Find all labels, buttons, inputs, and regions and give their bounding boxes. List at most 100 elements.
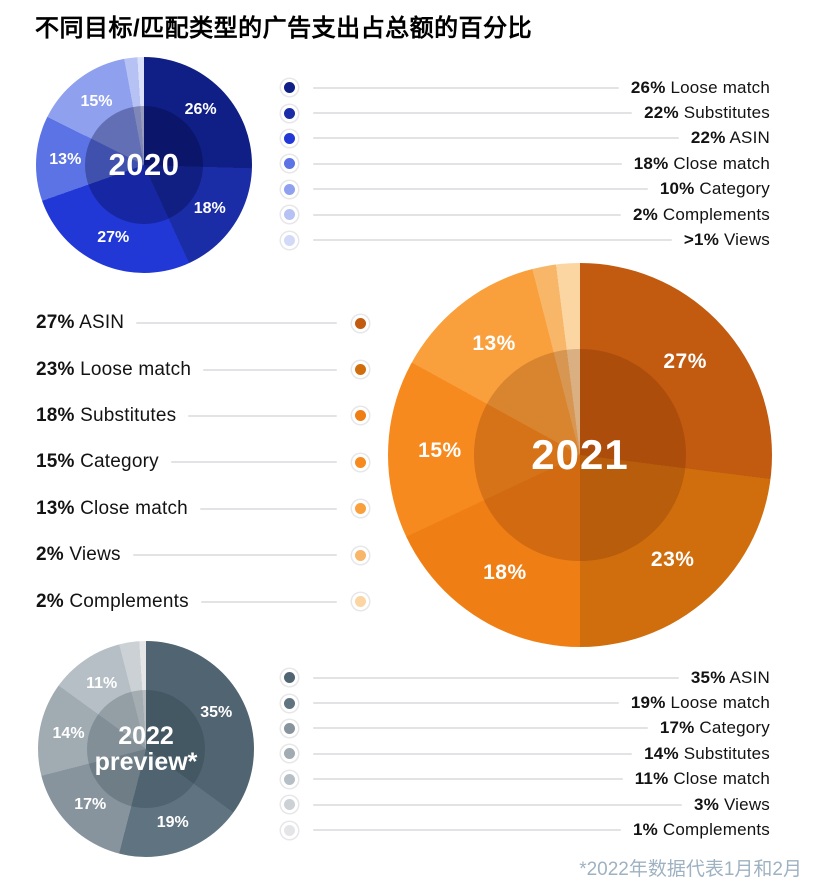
legend-connector-line	[313, 676, 679, 679]
legend-dot	[284, 234, 295, 246]
legend-connector-line	[313, 829, 622, 832]
legend-label: 2% Complements	[633, 204, 770, 224]
pie-slice-label: 19%	[156, 814, 189, 832]
legend-connector-line	[313, 702, 619, 705]
legend-dot	[355, 596, 366, 608]
legend-row-complements: 2% Complements	[36, 578, 372, 624]
legend-row-complements: 1% Complements	[278, 817, 770, 842]
pie-center-label-2020: 2020	[36, 57, 252, 273]
pie-year-2021: 2021	[531, 430, 629, 478]
legend-row-views: 2% Views	[36, 532, 372, 578]
legend-connector-line	[136, 322, 337, 325]
legend-connector-line	[170, 461, 337, 464]
legend-dot	[284, 107, 295, 119]
legend-label: 19% Loose match	[630, 693, 770, 713]
legend-connector-line	[313, 752, 633, 755]
legend-connector-line	[313, 188, 648, 191]
page-title: 不同目标/匹配类型的广告支出占总额的百分比	[35, 15, 533, 42]
pie-slice-label: 23%	[650, 548, 695, 572]
legend-connector-line	[203, 368, 337, 371]
legend-row-category: 10% Category	[278, 177, 770, 202]
legend-label: 10% Category	[659, 179, 770, 199]
legend-row-asin: 22% ASIN	[278, 126, 770, 151]
pie-slice-label: 13%	[472, 332, 516, 356]
legend-row-loose-match: 23% Loose match	[36, 346, 372, 392]
legend-row-category: 15% Category	[36, 439, 372, 485]
legend-connector-line	[313, 162, 622, 165]
legend-dot	[355, 456, 366, 468]
pie-slice-label: 27%	[97, 228, 130, 246]
pie-slice-label: 18%	[193, 199, 226, 217]
legend-row-close-match: 18% Close match	[278, 151, 770, 176]
pie-slice-label: 27%	[663, 350, 707, 374]
legend-connector-line	[313, 727, 648, 730]
legend-row-loose-match: 19% Loose match	[278, 690, 770, 715]
pie-center-label-2021: 2021	[388, 263, 772, 647]
legend-connector-line	[313, 86, 619, 89]
pie-slice-label: 11%	[86, 674, 118, 692]
legend-connector-line	[200, 600, 337, 603]
legend-dot	[284, 82, 295, 94]
legend-row-substitutes: 14% Substitutes	[278, 741, 770, 766]
legend-dot	[284, 132, 295, 144]
pie-year-2022: 2022	[118, 721, 174, 750]
legend-row-close-match: 13% Close match	[36, 486, 372, 532]
pie-slice-label: 15%	[80, 93, 113, 111]
legend-label: 18% Substitutes	[36, 404, 177, 426]
legend-dot	[355, 503, 366, 515]
pie-slice-label: 17%	[74, 795, 107, 813]
legend-label: 17% Category	[659, 718, 770, 738]
legend-row-category: 17% Category	[278, 716, 770, 741]
legend-connector-line	[132, 554, 337, 557]
pie-disc-2022: 35% 19% 17% 14% 11%	[38, 641, 254, 857]
legend-connector-line	[313, 803, 683, 806]
legend-label: 27% ASIN	[36, 312, 125, 334]
legend-dot	[284, 799, 295, 811]
legend-row-close-match: 11% Close match	[278, 767, 770, 792]
footnote: *2022年数据代表1月和2月	[579, 859, 802, 880]
legend-row-views: >1% Views	[278, 227, 770, 252]
legend-dot	[284, 697, 295, 709]
legend-label: 15% Category	[36, 451, 159, 473]
legend-dot	[284, 672, 295, 684]
legend-row-views: 3% Views	[278, 792, 770, 817]
pie-slice-label: 26%	[184, 101, 217, 119]
legend-dot	[355, 364, 366, 376]
legend-label: >1% Views	[683, 230, 770, 250]
legend-label: 14% Substitutes	[644, 743, 770, 763]
legend-dot	[284, 158, 295, 170]
legend-dot	[355, 549, 366, 561]
pie-slice-label: 13%	[49, 151, 82, 169]
pie-slice-label: 35%	[200, 704, 233, 722]
legend-dot	[284, 209, 295, 221]
legend-2021: 27% ASIN 23% Loose match 18% Substitutes 15…	[36, 300, 372, 625]
pie-slice-label: 15%	[418, 438, 462, 462]
legend-label: 26% Loose match	[630, 77, 770, 97]
pie-year-2020: 2020	[108, 146, 180, 182]
legend-connector-line	[313, 112, 633, 115]
legend-label: 1% Complements	[633, 820, 770, 840]
pie-chart-2022: 35% 19% 17% 14% 11% 2022 preview*	[38, 641, 254, 857]
legend-connector-line	[188, 414, 337, 417]
legend-connector-line	[313, 778, 623, 781]
legend-dot	[355, 410, 366, 422]
pie-inner-shade	[86, 689, 206, 809]
pie-disc-2020: 26% 18% 27% 13% 15%	[36, 57, 252, 273]
pie-center-label-2022: 2022 preview*	[38, 641, 254, 857]
legend-label: 23% Loose match	[36, 358, 192, 380]
legend-dot	[284, 824, 295, 836]
legend-dot	[284, 183, 295, 195]
legend-label: 22% ASIN	[690, 128, 770, 148]
legend-connector-line	[313, 137, 679, 140]
pie-inner-shade	[474, 349, 686, 561]
legend-connector-line	[313, 213, 622, 216]
pie-chart-2020: 26% 18% 27% 13% 15% 2020	[36, 57, 252, 273]
legend-dot	[284, 722, 295, 734]
legend-row-asin: 27% ASIN	[36, 300, 372, 346]
legend-dot	[284, 748, 295, 760]
legend-row-asin: 35% ASIN	[278, 665, 770, 690]
pie-slice-label: 18%	[483, 561, 527, 585]
legend-label: 22% Substitutes	[644, 103, 770, 123]
legend-row-substitutes: 22% Substitutes	[278, 100, 770, 125]
